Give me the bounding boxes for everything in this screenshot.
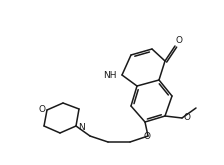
Text: NH: NH — [103, 70, 117, 80]
Text: O: O — [144, 132, 151, 141]
Text: O: O — [176, 36, 183, 45]
Text: O: O — [183, 113, 190, 121]
Text: N: N — [78, 122, 85, 132]
Text: O: O — [38, 104, 45, 114]
